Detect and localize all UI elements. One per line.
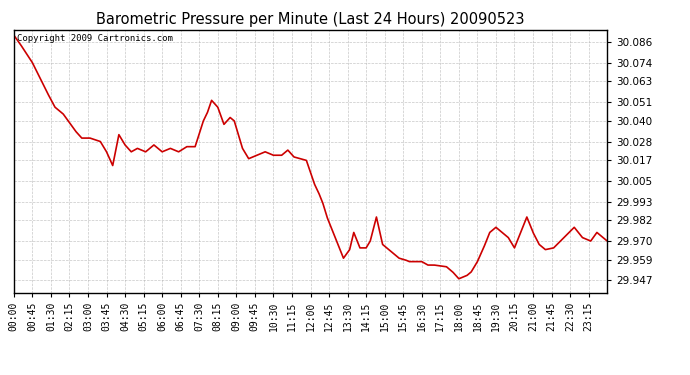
Text: Copyright 2009 Cartronics.com: Copyright 2009 Cartronics.com xyxy=(17,34,172,43)
Title: Barometric Pressure per Minute (Last 24 Hours) 20090523: Barometric Pressure per Minute (Last 24 … xyxy=(96,12,525,27)
